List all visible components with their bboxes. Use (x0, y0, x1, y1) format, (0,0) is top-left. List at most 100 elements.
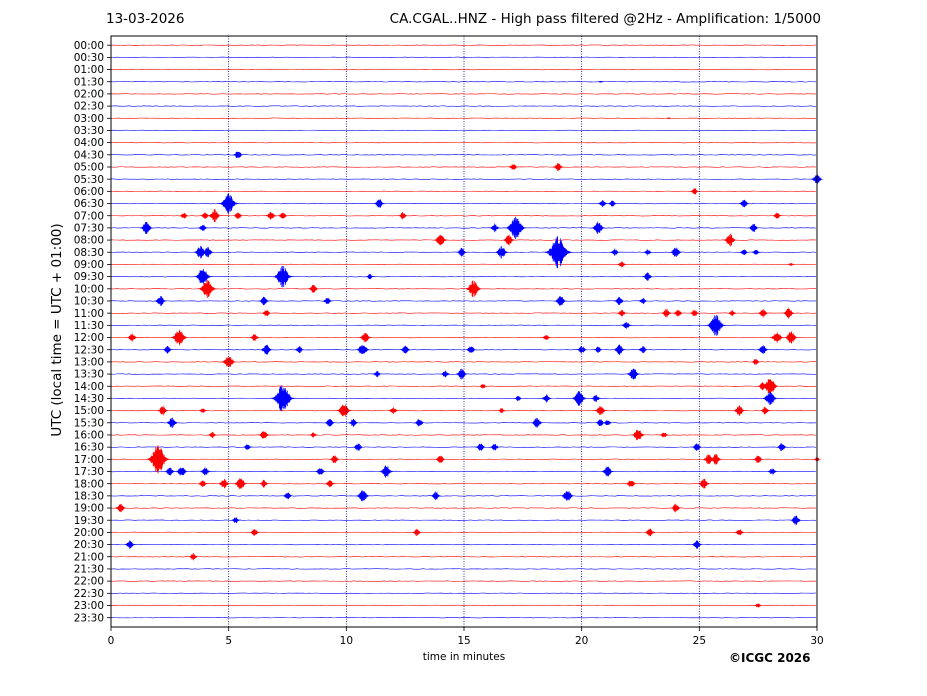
y-tick-label: 02:30 (74, 101, 104, 113)
trace-line (110, 56, 817, 58)
seismic-event (372, 199, 387, 208)
y-tick-label: 20:30 (74, 539, 104, 551)
seismic-event (198, 467, 212, 476)
y-tick-label: 18:30 (74, 490, 104, 502)
y-tick-label: 05:30 (74, 174, 104, 186)
seismic-event (750, 359, 762, 365)
trace-row-0130 (110, 81, 817, 83)
seismic-event (529, 417, 545, 428)
seismic-event (464, 346, 478, 353)
seismic-event (206, 209, 223, 223)
seismic-event (187, 553, 200, 561)
seismic-event (781, 307, 797, 319)
seismic-event (351, 443, 365, 451)
seismic-event (596, 80, 605, 83)
seismic-event (501, 234, 517, 246)
seismic-event (665, 117, 673, 119)
y-tick-label: 11:30 (74, 320, 104, 332)
seismic-event (271, 265, 295, 288)
seismic-event (731, 405, 747, 416)
seismic-event (281, 492, 294, 500)
trace-row-1300 (110, 361, 817, 363)
seismic-event (248, 334, 261, 341)
seismic-event (178, 212, 190, 219)
seismic-event (559, 490, 576, 501)
trace-line (110, 349, 817, 351)
seismic-event (788, 515, 803, 525)
trace-row-0530 (110, 178, 817, 180)
seismic-event (766, 468, 779, 475)
y-tick-label: 10:30 (74, 296, 104, 308)
trace-row-1500 (110, 409, 817, 412)
seismic-event (429, 491, 442, 501)
y-tick-label: 07:30 (74, 223, 104, 235)
x-tick-label: 0 (108, 635, 115, 647)
seismic-event (542, 236, 574, 269)
seismic-event (755, 345, 770, 355)
seismic-event (196, 279, 218, 298)
trace-line (110, 288, 817, 290)
seismic-event (551, 162, 565, 172)
seismic-event (477, 383, 489, 389)
seismic-event (206, 431, 218, 439)
seismic-event (354, 345, 371, 355)
date-label: 13-03-2026 (106, 11, 185, 27)
trace-line (110, 190, 817, 192)
seismic-event (455, 248, 468, 257)
seismic-event (323, 419, 337, 427)
seismic-event (308, 432, 319, 438)
seismic-event (196, 224, 209, 231)
seismic-event (276, 212, 289, 219)
seismic-event (611, 344, 627, 355)
trace-row-0300 (110, 117, 817, 119)
seismic-event (738, 249, 750, 256)
trace-line (110, 324, 817, 326)
trace-line (110, 568, 817, 570)
y-tick-label: 15:00 (74, 405, 104, 417)
seismic-event (786, 263, 796, 266)
seismic-event (248, 529, 261, 536)
seismic-event (364, 274, 376, 280)
x-tick-labels: 0 5 10 15 20 25 30 (108, 635, 824, 647)
trace-line (110, 44, 817, 46)
seismic-event (220, 356, 237, 367)
seismic-event (257, 479, 271, 488)
seismic-event (258, 344, 274, 355)
y-tick-label: 06:30 (74, 198, 104, 210)
trace-line (110, 93, 817, 95)
trace-row-1000 (110, 288, 817, 290)
y-tick-label: 16:00 (74, 430, 104, 442)
seismic-event (371, 370, 383, 378)
y-tick-label: 18:00 (74, 478, 104, 490)
seismic-event (493, 245, 510, 259)
seismic-event (335, 404, 353, 417)
seismic-event (669, 503, 682, 513)
trace-line (110, 543, 817, 546)
seismic-event (809, 174, 825, 184)
seismic-event (454, 368, 469, 380)
y-tick-label: 06:00 (74, 186, 104, 198)
seismic-event (232, 478, 249, 489)
trace-line (110, 263, 817, 266)
seismic-event (760, 391, 779, 405)
trace-row-1630 (110, 446, 817, 448)
y-tick-labels: 00:0000:3001:0001:3002:0002:3003:0003:30… (74, 40, 104, 624)
trace-line (110, 105, 817, 107)
seismic-event (125, 333, 139, 342)
seismic-event (600, 466, 615, 477)
y-tick-label: 17:30 (74, 466, 104, 478)
seismic-event (503, 216, 528, 240)
seismic-event (593, 406, 608, 416)
seismic-event (323, 480, 336, 488)
seismic-event (768, 332, 786, 343)
seismic-event (164, 417, 180, 429)
seismic-event (641, 249, 654, 256)
seismic-event (412, 419, 426, 427)
seismic-event (612, 296, 626, 306)
seismic-event (733, 529, 746, 536)
trace-row-2300 (110, 604, 817, 607)
seismic-event (216, 479, 232, 489)
trace-row-0000 (110, 44, 817, 46)
y-tick-label: 20:00 (74, 527, 104, 539)
seismic-event (775, 443, 788, 451)
